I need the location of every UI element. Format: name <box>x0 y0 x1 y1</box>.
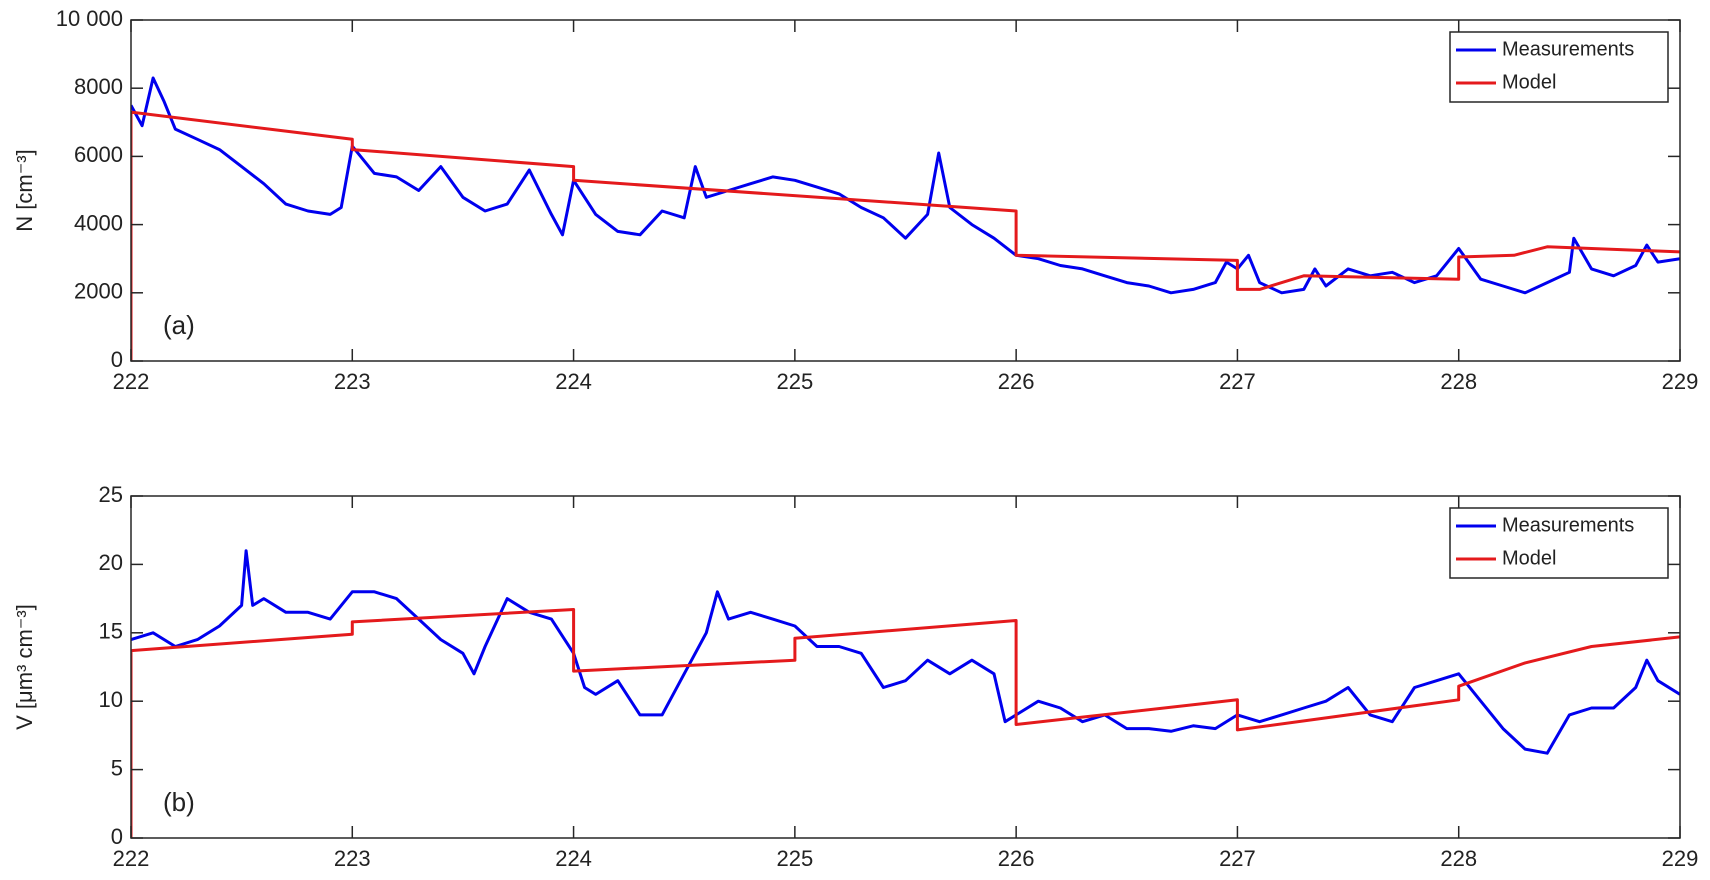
axes-frame <box>130 19 1681 362</box>
x-tick-label: 223 <box>334 846 371 871</box>
x-tick-label: 224 <box>555 369 592 394</box>
legend-box <box>1449 31 1669 103</box>
y-tick-label: 10 <box>99 687 123 712</box>
y-axis-label: V [μm³ cm⁻³] <box>12 604 37 730</box>
legend-label: Model <box>1502 547 1556 569</box>
x-tick-label: 228 <box>1440 846 1477 871</box>
y-tick-label: 20 <box>99 550 123 575</box>
y-tick-label: 8000 <box>74 74 123 99</box>
y-axis-label: N [cm⁻³] <box>12 149 37 232</box>
axes-frame <box>130 495 1681 839</box>
y-tick-label: 25 <box>99 482 123 507</box>
x-tick-label: 229 <box>1662 846 1699 871</box>
legend-label: Measurements <box>1502 514 1634 536</box>
legend: Measurements Model <box>1449 31 1669 103</box>
x-tick-label: 226 <box>998 369 1035 394</box>
x-tick-label: 226 <box>998 846 1035 871</box>
legend-box <box>1449 507 1669 579</box>
x-tick-label: 225 <box>776 369 813 394</box>
y-tick-label: 5 <box>111 755 123 780</box>
plot-area <box>131 549 1680 838</box>
x-tick-label: 222 <box>113 369 150 394</box>
series-line <box>131 608 1680 838</box>
annotation: (b) <box>163 787 195 817</box>
subplot: 222 223 224 225 226 227 228 229 0 2000 4000 6000 800… <box>12 6 1699 394</box>
series-line <box>131 549 1680 755</box>
legend-label: Model <box>1502 71 1556 93</box>
series-line <box>131 76 1680 295</box>
legend-label: Measurements <box>1502 38 1634 60</box>
annotation: (a) <box>163 310 195 340</box>
y-tick-label: 2000 <box>74 279 123 304</box>
x-tick-label: 222 <box>113 846 150 871</box>
x-tick-label: 227 <box>1219 846 1256 871</box>
y-tick-label: 10 000 <box>56 6 123 31</box>
x-tick-label: 224 <box>555 846 592 871</box>
y-tick-label: 15 <box>99 619 123 644</box>
series-line <box>131 110 1680 361</box>
y-tick-label: 6000 <box>74 142 123 167</box>
plot-area <box>131 76 1680 361</box>
legend: Measurements Model <box>1449 507 1669 579</box>
x-tick-label: 227 <box>1219 369 1256 394</box>
x-tick-label: 228 <box>1440 369 1477 394</box>
y-tick-label: 0 <box>111 824 123 849</box>
x-tick-label: 229 <box>1662 369 1699 394</box>
y-tick-label: 4000 <box>74 210 123 235</box>
x-tick-label: 225 <box>776 846 813 871</box>
y-tick-label: 0 <box>111 347 123 372</box>
x-tick-label: 223 <box>334 369 371 394</box>
subplot: 222 223 224 225 226 227 228 229 0 5 10 15 20 25 V [μm³… <box>12 482 1699 871</box>
